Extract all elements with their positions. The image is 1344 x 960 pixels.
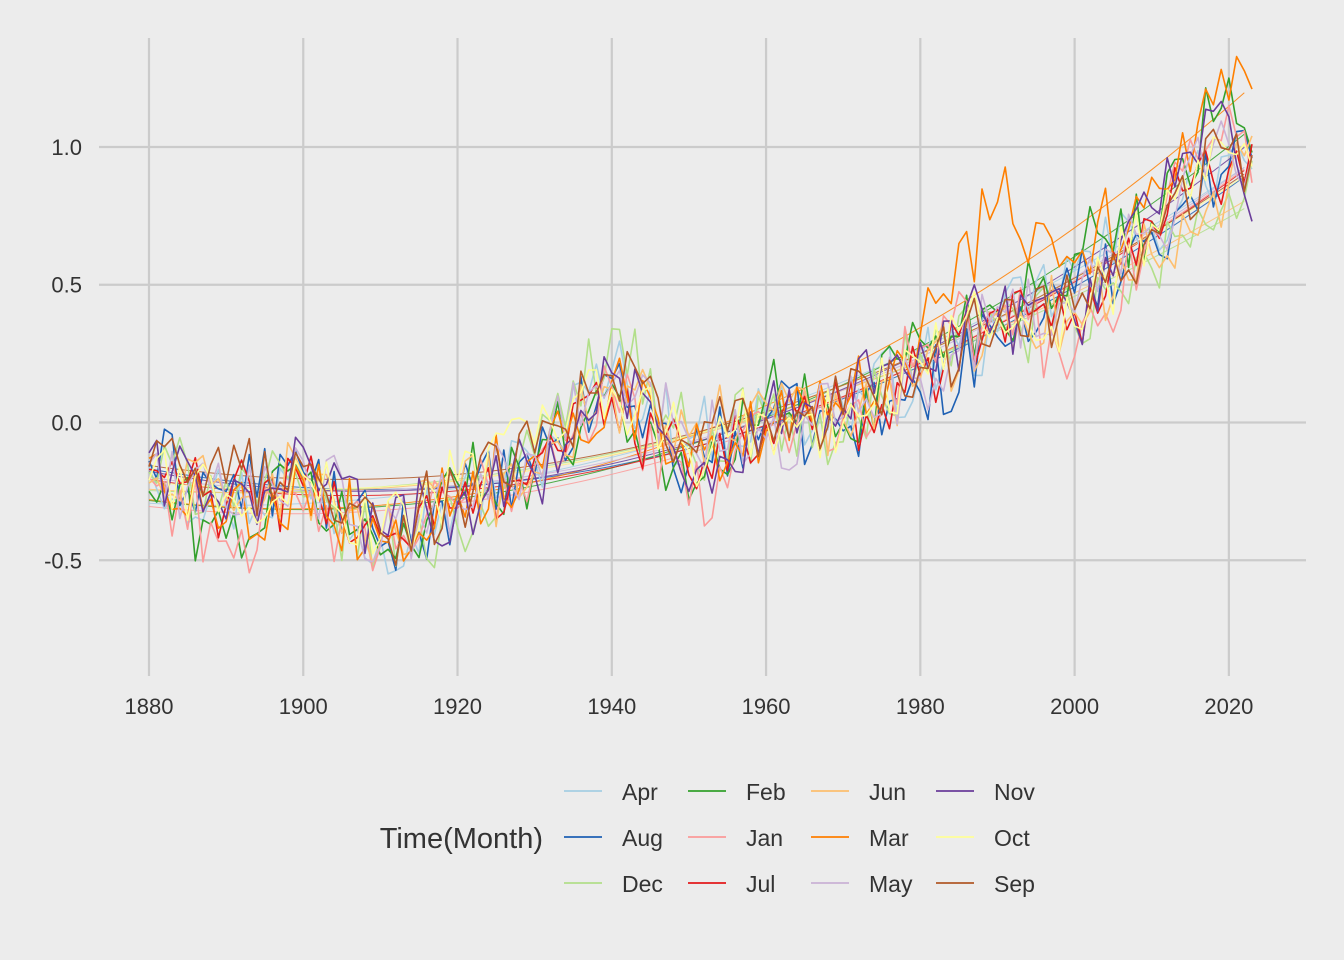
- legend-label-sep: Sep: [994, 871, 1035, 897]
- series-line-nov: [148, 100, 1253, 555]
- y-tick-label: 1.0: [51, 135, 82, 160]
- series-line-jul: [148, 144, 1253, 549]
- series-line-apr: [148, 142, 1253, 575]
- series-line-oct: [148, 136, 1253, 555]
- legend-label-jan: Jan: [746, 825, 783, 851]
- plot-grid: [99, 38, 1306, 676]
- legend-label-feb: Feb: [746, 779, 786, 805]
- legend-label-dec: Dec: [622, 871, 663, 897]
- legend-title: Time(Month): [380, 823, 543, 855]
- series-line-feb: [148, 77, 1253, 562]
- legend-label-mar: Mar: [869, 825, 909, 851]
- series-line-jan: [148, 104, 1253, 574]
- legend-label-nov: Nov: [994, 779, 1035, 805]
- legend-label-apr: Apr: [622, 779, 658, 805]
- legend-label-may: May: [869, 871, 913, 897]
- legend-label-oct: Oct: [994, 825, 1030, 851]
- x-tick-label: 2020: [1204, 694, 1253, 719]
- y-tick-label: 0.0: [51, 411, 82, 436]
- x-tick-label: 1880: [125, 694, 174, 719]
- legend: Time(Month) Apr Aug Dec Feb Jan Jul Jun Mar May No…: [380, 779, 1036, 897]
- legend-label-jul: Jul: [746, 871, 775, 897]
- series-lines: [148, 55, 1253, 575]
- x-tick-label: 1980: [896, 694, 945, 719]
- legend-label-jun: Jun: [869, 779, 906, 805]
- x-tick-label: 1960: [742, 694, 791, 719]
- y-tick-label: -0.5: [44, 548, 82, 573]
- legend-label-aug: Aug: [622, 825, 663, 851]
- series-line-sep: [148, 128, 1253, 566]
- x-tick-label: 1900: [279, 694, 328, 719]
- x-tick-label: 1940: [587, 694, 636, 719]
- x-tick-label: 2000: [1050, 694, 1099, 719]
- y-tick-label: 0.5: [51, 273, 82, 298]
- axis-labels: 1880 1900 1920 1940 1960 1980 2000 2020 -0.5 0.0 0…: [44, 135, 1253, 719]
- x-tick-label: 1920: [433, 694, 482, 719]
